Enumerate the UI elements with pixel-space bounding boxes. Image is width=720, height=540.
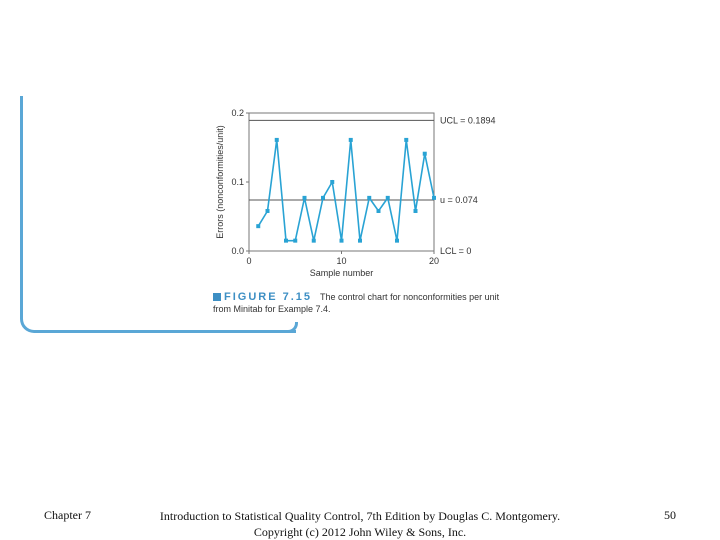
footer-citation: Introduction to Statistical Quality Cont…	[140, 508, 580, 540]
y-tick-label: 0.1	[231, 177, 244, 187]
series-line	[257, 139, 435, 242]
footer-citation-line2: Copyright (c) 2012 John Wiley & Sons, In…	[253, 525, 467, 539]
footer-chapter: Chapter 7	[44, 508, 91, 522]
data-point	[339, 238, 344, 243]
data-point	[358, 238, 362, 243]
y-tick-label: 0.2	[231, 108, 244, 118]
data-point	[330, 180, 335, 184]
data-point	[432, 195, 436, 200]
y-tick-label: 0.0	[231, 246, 244, 256]
data-point	[293, 238, 298, 243]
lcl-label: LCL = 0	[440, 246, 471, 256]
footer-page-number: 50	[664, 508, 676, 522]
x-tick-label: 20	[429, 256, 439, 266]
data-point	[422, 151, 427, 156]
x-axis-ticks: 0 10 20	[246, 251, 439, 266]
data-point	[367, 195, 372, 200]
data-point	[256, 224, 261, 229]
slide-decoration-frame-cap	[284, 322, 298, 333]
data-point	[413, 208, 418, 213]
data-point	[284, 238, 288, 243]
caption-square-icon	[213, 293, 221, 301]
data-point	[274, 137, 279, 142]
data-point	[311, 238, 316, 243]
x-axis-label: Sample number	[310, 268, 374, 278]
data-point	[302, 195, 307, 200]
x-tick-label: 0	[246, 256, 251, 266]
plot-area	[248, 112, 435, 252]
data-point	[348, 137, 353, 142]
footer-citation-line1: Introduction to Statistical Quality Cont…	[159, 509, 561, 523]
data-point	[385, 195, 390, 200]
center-line-label: u = 0.074	[440, 195, 478, 205]
data-point	[395, 238, 399, 243]
y-axis-ticks: 0.0 0.1 0.2	[231, 108, 249, 256]
slide-decoration-frame	[20, 96, 296, 333]
figure-label: FIGURE 7.15	[224, 291, 313, 303]
x-tick-label: 10	[336, 256, 346, 266]
data-point	[376, 208, 381, 213]
ucl-label: UCL = 0.1894	[440, 115, 495, 125]
data-point	[404, 137, 409, 142]
data-point	[321, 195, 325, 200]
data-point	[265, 208, 270, 213]
caption-text: The control chart for nonconformities pe…	[213, 292, 500, 314]
figure-caption: FIGURE 7.15 The control chart for nonconf…	[213, 291, 513, 315]
y-axis-label: Errors (nonconformities/unit)	[215, 125, 225, 239]
series-points	[256, 137, 436, 243]
